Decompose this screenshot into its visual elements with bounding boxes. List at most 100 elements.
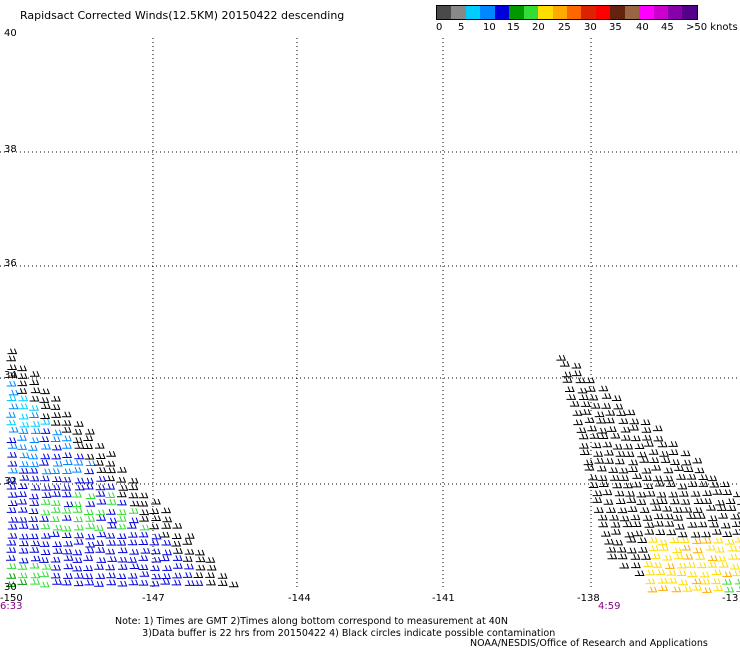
wind-barb — [687, 521, 698, 528]
wind-barb — [591, 442, 602, 449]
wind-barb — [598, 385, 609, 392]
wind-barb — [73, 580, 84, 587]
wind-barb — [587, 425, 598, 432]
wind-barb — [560, 360, 570, 367]
wind-barb — [96, 467, 107, 473]
wind-barb — [39, 459, 49, 466]
wind-barb — [676, 570, 687, 576]
wind-barb — [52, 460, 63, 467]
wind-barb — [17, 365, 27, 372]
wind-barb — [73, 516, 84, 523]
wind-barb — [116, 476, 127, 483]
wind-barb — [670, 459, 680, 465]
latitude-label: 34 — [4, 370, 17, 381]
wind-barb — [615, 451, 626, 457]
wind-barb — [61, 525, 72, 532]
wind-barb — [52, 444, 62, 451]
wind-barb — [711, 569, 722, 575]
wind-barb — [594, 411, 605, 418]
wind-barb — [604, 449, 614, 456]
wind-barb — [698, 474, 709, 481]
legend-swatch — [610, 6, 625, 19]
wind-barb — [62, 452, 72, 458]
wind-barb — [138, 500, 149, 507]
wind-barb — [171, 533, 182, 539]
wind-barb — [52, 541, 62, 548]
wind-barb — [687, 481, 698, 487]
wind-barb — [17, 506, 28, 513]
wind-barb — [128, 579, 139, 586]
wind-barb — [604, 458, 614, 464]
wind-barb — [162, 549, 172, 556]
wind-barb — [28, 508, 39, 514]
wind-barb — [41, 492, 52, 498]
wind-barb — [6, 355, 17, 362]
legend-label: 25 — [558, 22, 571, 33]
wind-barb — [40, 523, 51, 530]
legend-swatch — [581, 6, 596, 19]
wind-barb — [160, 555, 170, 562]
wind-barb — [127, 539, 138, 546]
longitude-label: -150 — [0, 593, 23, 604]
wind-barb — [85, 428, 95, 435]
wind-barb — [95, 484, 106, 491]
wind-barb — [150, 548, 161, 555]
wind-barb — [672, 507, 683, 513]
wind-barb — [84, 477, 94, 484]
wind-barb — [62, 443, 72, 449]
wind-barb — [39, 541, 50, 547]
wind-barb — [722, 531, 733, 537]
wind-barb — [173, 563, 183, 569]
wind-barb — [162, 565, 173, 571]
wind-barb — [40, 475, 50, 482]
legend-label: 10 — [483, 22, 496, 33]
wind-barb — [94, 525, 104, 531]
wind-barb — [686, 473, 697, 480]
wind-barb — [50, 404, 61, 410]
wind-barb — [564, 386, 575, 393]
wind-barb — [668, 491, 679, 498]
latitude-label: 38 — [4, 144, 17, 155]
wind-barb — [702, 587, 712, 593]
wind-barb — [690, 490, 701, 497]
wind-barb — [671, 586, 682, 593]
wind-barb — [50, 531, 60, 537]
wind-barb — [611, 528, 621, 535]
wind-barb — [626, 497, 637, 503]
wind-barb — [28, 467, 39, 474]
wind-barb — [649, 498, 660, 505]
wind-barb — [127, 557, 138, 563]
wind-barb — [105, 548, 116, 555]
wind-barb — [74, 453, 85, 460]
wind-barb — [116, 515, 127, 522]
wind-barb — [172, 555, 183, 561]
wind-barb — [662, 554, 673, 561]
legend-label: 40 — [636, 22, 649, 33]
wind-barb — [95, 573, 106, 579]
wind-barb — [7, 372, 18, 378]
wind-barb — [171, 579, 182, 586]
wind-barb — [18, 395, 29, 402]
wind-barb — [96, 515, 107, 521]
wind-barb — [206, 579, 216, 586]
wind-barb — [619, 562, 630, 569]
wind-barb — [18, 468, 29, 474]
wind-barb — [628, 459, 639, 466]
wind-barb — [138, 492, 149, 499]
wind-barb — [139, 509, 150, 516]
wind-barb — [151, 515, 162, 522]
wind-barb — [40, 428, 51, 434]
wind-barb — [17, 564, 28, 570]
wind-barb — [6, 573, 17, 579]
wind-barb — [663, 475, 674, 482]
wind-barb — [139, 515, 149, 522]
wind-speed-legend: 0 5 10 15 20 25 30 35 40 45 >50 knots — [436, 5, 738, 34]
wind-barb — [633, 530, 644, 537]
wind-barb — [161, 523, 172, 529]
wind-barb — [162, 516, 173, 523]
wind-barb — [61, 476, 72, 483]
wind-barb — [640, 419, 651, 426]
wind-barb — [620, 426, 631, 433]
wind-barb — [6, 419, 17, 426]
wind-barb — [19, 461, 29, 467]
